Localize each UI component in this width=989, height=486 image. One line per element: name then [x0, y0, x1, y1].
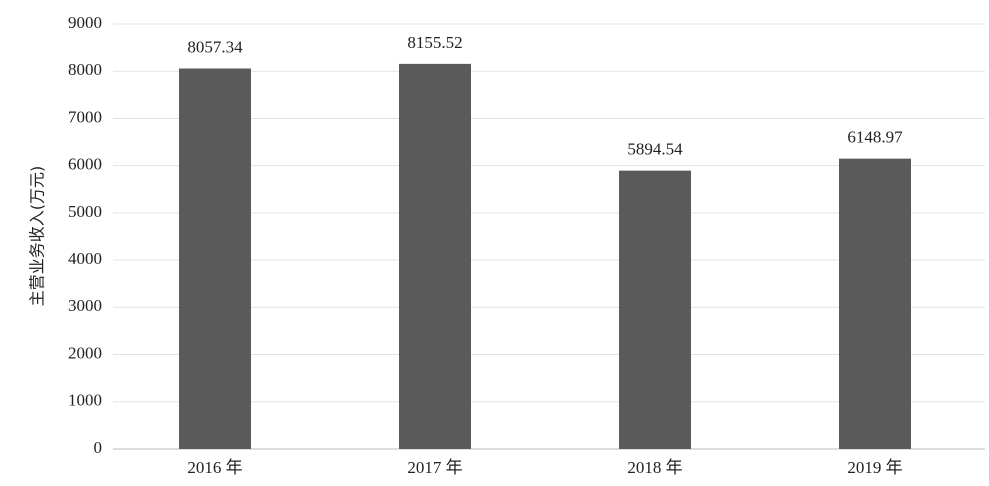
y-tick-label: 1000 — [68, 391, 102, 410]
x-tick-label: 2017 年 — [407, 458, 462, 477]
x-tick-label: 2018 年 — [627, 458, 682, 477]
value-label: 8155.52 — [407, 33, 462, 52]
y-tick-label: 6000 — [68, 155, 102, 174]
bar — [399, 63, 471, 449]
y-tick-label: 9000 — [68, 13, 102, 32]
y-tick-label: 5000 — [68, 202, 102, 221]
x-tick-label: 2019 年 — [847, 458, 902, 477]
x-tick-label: 2016 年 — [187, 458, 242, 477]
y-tick-label: 7000 — [68, 107, 102, 126]
value-label: 6148.97 — [847, 128, 903, 147]
value-label: 8057.34 — [187, 37, 243, 56]
bar — [839, 158, 911, 450]
bar — [179, 68, 251, 450]
y-axis-label: 主营业务收入(万元) — [28, 166, 47, 307]
bar — [619, 170, 691, 449]
y-tick-label: 2000 — [68, 343, 102, 362]
y-tick-label: 8000 — [68, 60, 102, 79]
y-tick-label: 0 — [94, 438, 103, 457]
y-tick-label: 4000 — [68, 249, 102, 268]
y-tick-label: 3000 — [68, 296, 102, 315]
value-label: 5894.54 — [627, 140, 683, 159]
